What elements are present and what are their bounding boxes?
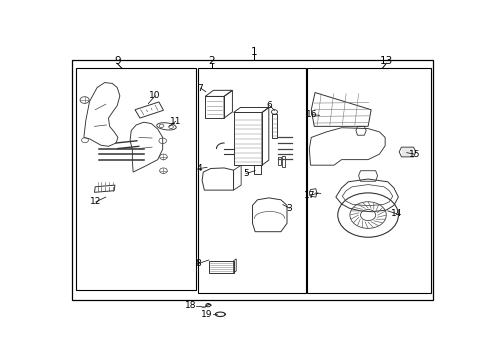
Text: 19: 19	[201, 310, 212, 319]
Text: 8: 8	[195, 259, 201, 268]
Text: 10: 10	[149, 91, 161, 100]
Text: 3: 3	[286, 204, 291, 213]
Text: 7: 7	[197, 84, 203, 93]
Text: 2: 2	[208, 56, 215, 66]
Bar	[197, 68, 305, 293]
Bar	[75, 68, 195, 290]
Bar	[72, 60, 432, 300]
Text: 9: 9	[114, 56, 120, 66]
Text: 1: 1	[250, 46, 256, 57]
Text: 16: 16	[305, 110, 317, 119]
Text: 12: 12	[90, 197, 102, 206]
Text: 11: 11	[169, 117, 181, 126]
Text: 5: 5	[243, 169, 248, 178]
Text: 15: 15	[408, 150, 419, 158]
Text: 13: 13	[379, 56, 392, 66]
Text: 4: 4	[196, 164, 202, 173]
Text: 18: 18	[184, 301, 196, 310]
Text: 14: 14	[390, 209, 402, 218]
Bar	[307, 68, 430, 293]
Text: 6: 6	[266, 101, 272, 110]
Text: 17: 17	[303, 190, 314, 199]
